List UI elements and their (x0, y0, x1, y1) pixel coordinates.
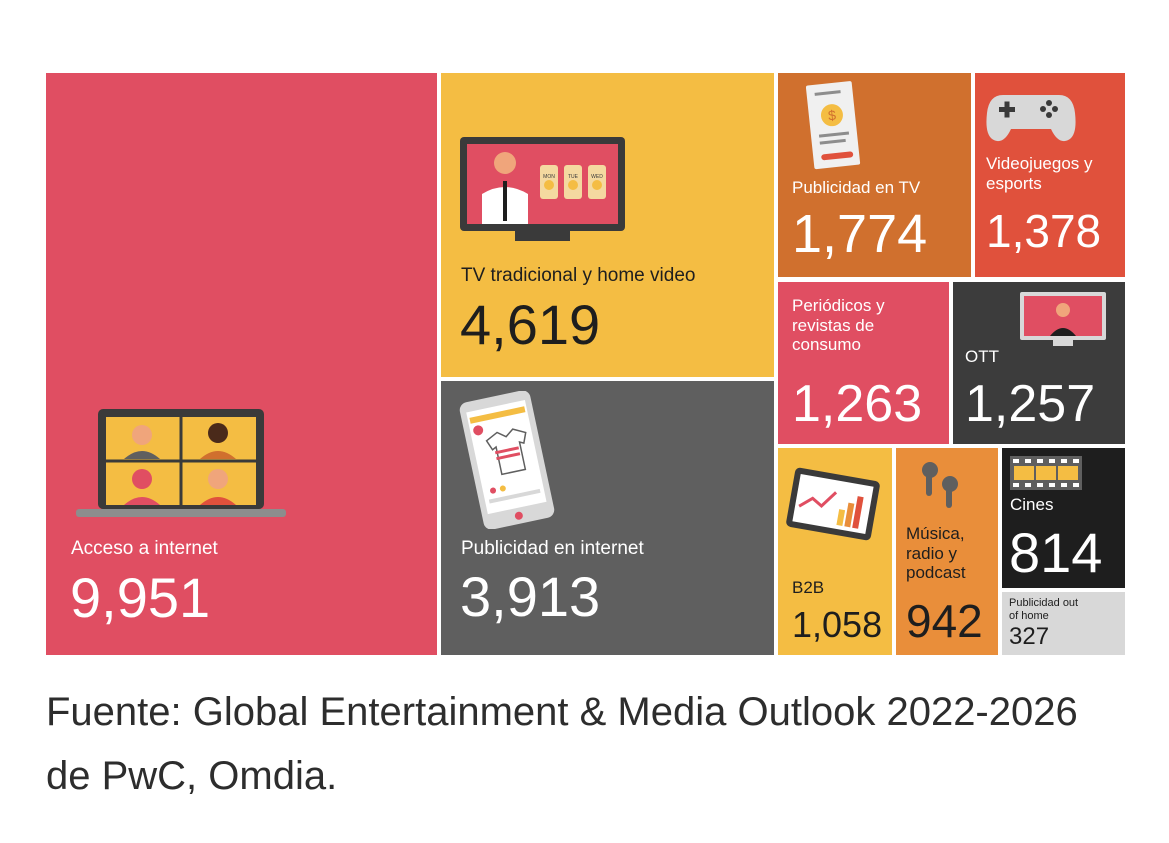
tile-musica-radio-podcast: Música, radio y podcast 942 (896, 448, 998, 655)
tile-label: Periódicos y revistas de consumo (792, 296, 885, 355)
television-presenter-icon (460, 137, 625, 241)
tile-label: TV tradicional y home video (461, 265, 696, 286)
tile-value: 942 (906, 595, 983, 647)
tile-acceso-a-internet: Acceso a internet 9,951 (46, 73, 437, 655)
tile-label: OTT (965, 347, 999, 366)
svg-text:$: $ (827, 107, 837, 124)
tv-streaming-icon (1020, 292, 1106, 346)
tile-label: Acceso a internet (71, 538, 218, 559)
tile-label: Publicidad en internet (461, 538, 644, 559)
tile-value: 1,378 (986, 205, 1102, 257)
weather-day-labels: MON TUE WED (543, 174, 603, 180)
weather-day-mon: MON (543, 174, 555, 180)
tile-label: Publicidad en TV (792, 178, 921, 197)
tile-value: 3,913 (460, 565, 601, 628)
tile-label: Videojuegos y esports (986, 154, 1093, 193)
laptop-video-call-icon (76, 409, 286, 517)
tile-videojuegos-y-esports: Videojuegos y esports 1,378 (975, 73, 1125, 277)
gamepad-icon (986, 95, 1076, 142)
tile-periodicos-y-revistas: Periódicos y revistas de consumo 1,263 (778, 282, 949, 444)
tile-value: 1,774 (792, 204, 928, 264)
tile-value: 1,058 (792, 604, 883, 645)
tile-value: 1,263 (792, 375, 923, 433)
tile-label: Publicidad out of home (1009, 597, 1079, 622)
earbuds-icon (922, 462, 958, 508)
tile-value: 9,951 (70, 566, 211, 629)
tile-publicidad-out-of-home: Publicidad out of home 327 (1002, 592, 1125, 655)
source-caption: Fuente: Global Entertainment & Media Out… (46, 690, 1078, 798)
tile-value: 814 (1009, 521, 1103, 584)
treemap-chart: Acceso a internet 9,951 MON TUE WED TV t… (46, 73, 1125, 655)
tile-value: 4,619 (460, 293, 601, 356)
tile-ott: OTT 1,257 (953, 282, 1125, 444)
receipt-coin-icon: $ (806, 81, 861, 170)
tile-value: 1,257 (965, 375, 1096, 433)
tile-publicidad-en-tv: $ Publicidad en TV 1,774 (778, 73, 971, 277)
tile-publicidad-en-internet: Publicidad en internet 3,913 (441, 381, 774, 655)
tile-label: Cines (1010, 495, 1054, 514)
smartphone-shopping-icon (459, 391, 555, 529)
film-strip-icon (1010, 456, 1082, 490)
weather-day-tue: TUE (568, 174, 579, 180)
tile-label: Música, radio y podcast (906, 524, 966, 583)
tile-b2b: B2B 1,058 (778, 448, 892, 655)
tile-tv-tradicional: MON TUE WED TV tradicional y home video … (441, 73, 774, 377)
tile-label: B2B (792, 578, 825, 597)
tile-cines: Cines 814 (1002, 448, 1125, 588)
weather-day-wed: WED (591, 174, 603, 180)
tile-value: 327 (1009, 623, 1050, 650)
tablet-chart-icon (786, 467, 880, 541)
